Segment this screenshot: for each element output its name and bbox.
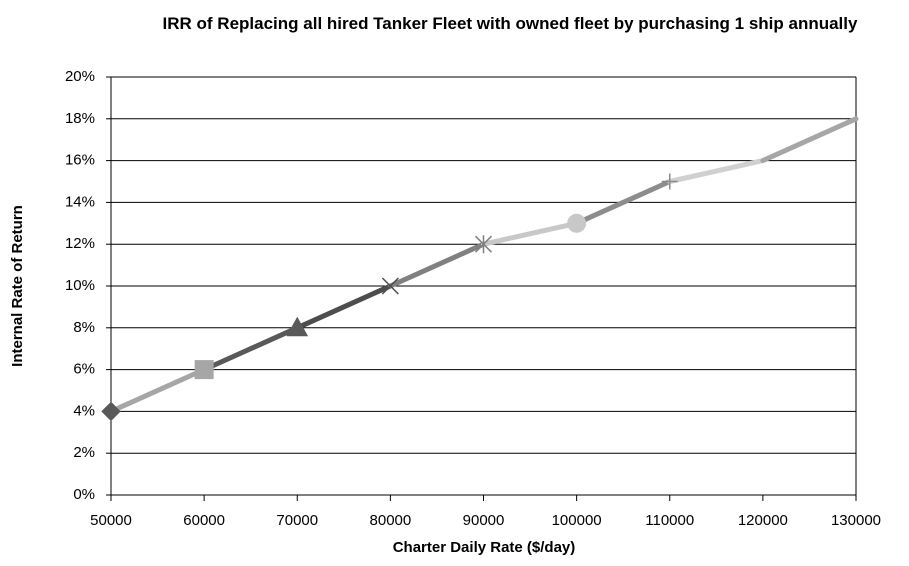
marker bbox=[661, 173, 678, 190]
y-tick-label: 12% bbox=[65, 235, 95, 252]
y-tick-label: 20% bbox=[65, 68, 95, 85]
x-tick-label: 90000 bbox=[463, 512, 505, 529]
y-tick-label: 16% bbox=[65, 152, 95, 169]
x-tick-label: 70000 bbox=[276, 512, 318, 529]
x-tick-label: 110000 bbox=[645, 512, 694, 529]
x-tick-label: 120000 bbox=[738, 512, 788, 529]
y-tick-label: 2% bbox=[73, 444, 95, 461]
line-segment bbox=[387, 241, 486, 289]
y-tick-label: 6% bbox=[73, 361, 95, 378]
x-tick-label: 100000 bbox=[552, 512, 602, 529]
line-segment bbox=[667, 158, 766, 184]
x-tick-label: 130000 bbox=[831, 512, 881, 529]
y-tick-label: 14% bbox=[65, 193, 95, 210]
line-segment bbox=[574, 179, 673, 226]
line-segment bbox=[294, 283, 393, 331]
y-tick-label: 4% bbox=[73, 402, 95, 419]
x-tick-label: 80000 bbox=[370, 512, 412, 529]
y-tick-label: 10% bbox=[65, 277, 95, 294]
y-axis-label: Internal Rate of Return bbox=[9, 205, 26, 367]
line-segment bbox=[201, 325, 300, 373]
line-segment bbox=[481, 220, 580, 247]
marker bbox=[567, 213, 587, 233]
y-tick-label: 8% bbox=[73, 319, 95, 336]
y-tick-label: 18% bbox=[65, 110, 95, 127]
line-segment bbox=[760, 116, 859, 164]
marker bbox=[101, 401, 121, 422]
marker bbox=[381, 277, 399, 295]
x-tick-label: 50000 bbox=[90, 512, 132, 529]
chart-title: IRR of Replacing all hired Tanker Fleet … bbox=[162, 14, 858, 33]
line-segment bbox=[108, 367, 207, 414]
x-tick-label: 60000 bbox=[183, 512, 225, 529]
marker bbox=[194, 360, 214, 380]
y-tick-label: 0% bbox=[73, 486, 95, 503]
marker bbox=[286, 316, 309, 337]
marker bbox=[474, 235, 493, 254]
x-axis-label: Charter Daily Rate ($/day) bbox=[393, 539, 576, 556]
